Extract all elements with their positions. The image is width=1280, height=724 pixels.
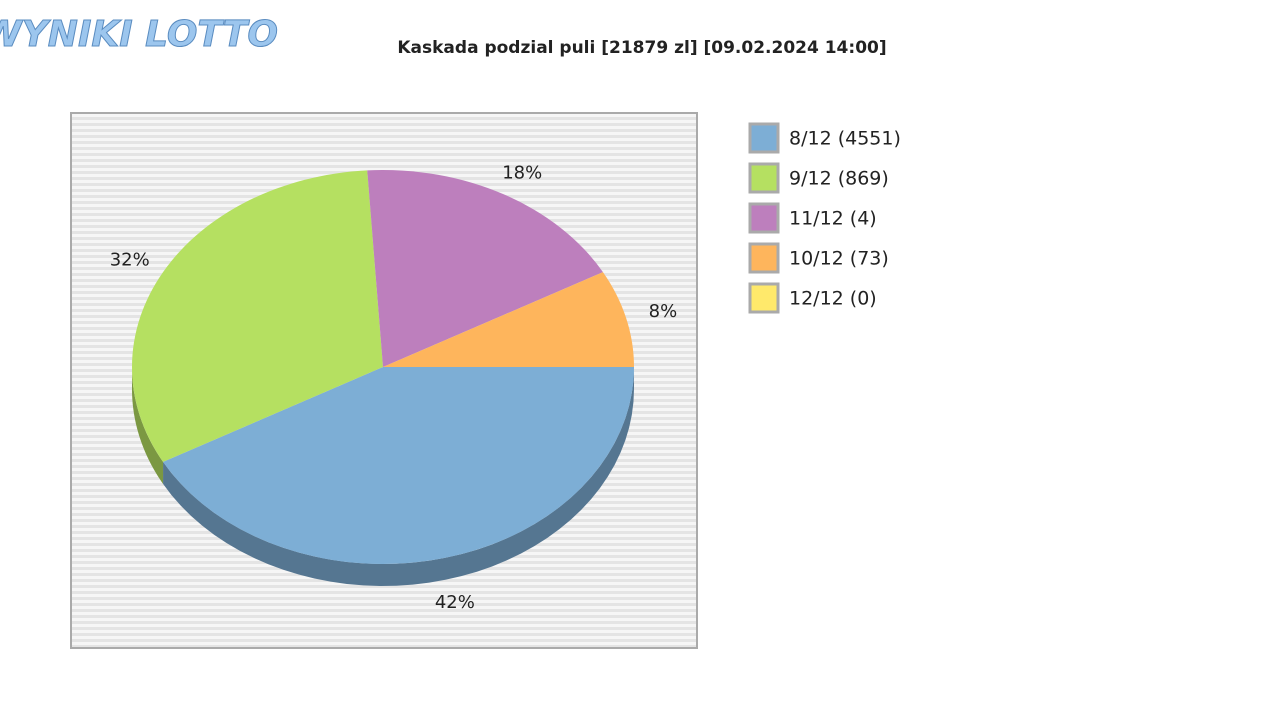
logo: WYNIKI LOTTO — [0, 14, 278, 55]
legend-label: 10/12 (73) — [789, 248, 889, 270]
legend-swatch — [748, 242, 780, 274]
data-label: 18% — [502, 162, 542, 183]
slice — [367, 170, 603, 367]
slice — [383, 272, 634, 367]
data-label: 42% — [435, 592, 475, 613]
legend-label: 12/12 (0) — [789, 288, 877, 310]
pie: 42% 32% 18% 8% — [110, 162, 677, 613]
chart-title: Kaskada podzial puli [21879 zl] [09.02.2… — [397, 38, 886, 58]
slice-side — [132, 367, 164, 484]
slice — [131, 170, 383, 462]
legend-label: 9/12 (869) — [789, 168, 889, 190]
legend-swatch — [748, 122, 780, 154]
legend-swatch — [748, 282, 780, 314]
legend-label: 11/12 (4) — [789, 208, 877, 230]
data-label: 8% — [649, 301, 678, 322]
legend-label: 8/12 (4551) — [789, 128, 901, 150]
legend-swatch — [748, 202, 780, 234]
data-label: 32% — [110, 250, 150, 271]
legend: 8/12 (4551) 9/12 (869) 11/12 (4) 10/12 (73)… — [748, 122, 901, 314]
legend-swatch — [748, 162, 780, 194]
slice — [163, 367, 634, 565]
